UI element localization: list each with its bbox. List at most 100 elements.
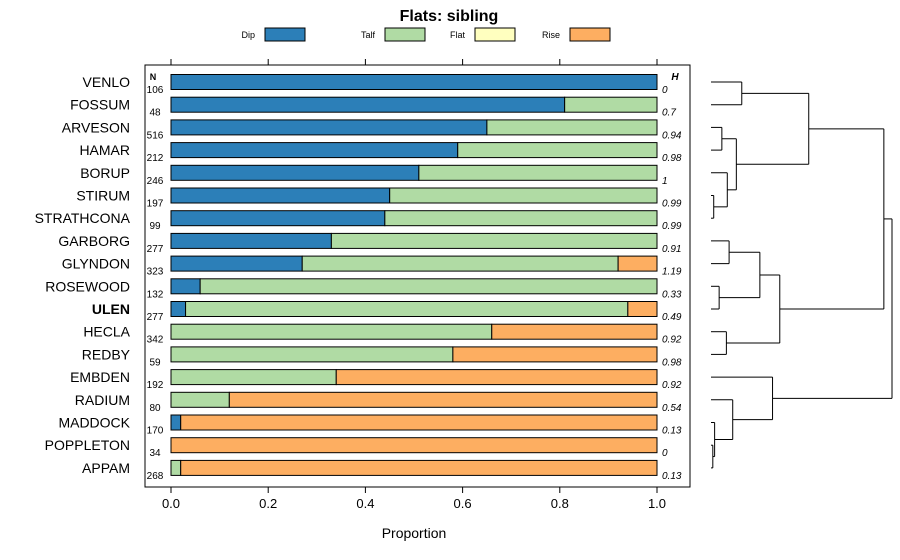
n-labels: 106 48 516 212 246 197 99 277 323 132 277 342 59 192 8… bbox=[147, 85, 164, 482]
bar-maddock-rise bbox=[180, 414, 658, 431]
row-label-hecla: HECLA bbox=[83, 324, 130, 340]
x-tick-label: 0.0 bbox=[162, 496, 180, 511]
bar-rosewood-dip bbox=[170, 278, 201, 295]
legend-swatch-talf bbox=[384, 27, 426, 42]
n-value-appam: 268 bbox=[147, 471, 164, 482]
row-label-appam: APPAM bbox=[82, 460, 130, 476]
row-label-strathcona: STRATHCONA bbox=[35, 210, 131, 226]
h-value-embden: 0.92 bbox=[662, 380, 682, 391]
n-value-redby: 59 bbox=[149, 357, 161, 368]
n-value-glyndon: 323 bbox=[147, 267, 164, 278]
bar-rosewood-talf bbox=[199, 278, 658, 295]
legend-label-rise: Rise bbox=[542, 30, 560, 40]
h-value-glyndon: 1.19 bbox=[662, 267, 682, 278]
n-value-borup: 246 bbox=[147, 176, 164, 187]
n-column-header: N bbox=[150, 72, 157, 82]
bar-poppleton-rise bbox=[170, 437, 658, 454]
n-value-arveson: 516 bbox=[147, 130, 164, 141]
bar-ulen-rise bbox=[627, 301, 658, 317]
h-labels: 0 0.7 0.94 0.98 1 0.99 0.99 0.91 1.19 0.33 0.49 0.9… bbox=[662, 85, 682, 482]
n-value-hamar: 212 bbox=[147, 153, 164, 164]
row-label-stirum: STIRUM bbox=[76, 188, 130, 204]
x-axis-label: Proportion bbox=[382, 525, 447, 541]
row-label-glyndon: GLYNDON bbox=[62, 256, 130, 272]
x-tick-label: 0.4 bbox=[356, 496, 374, 511]
n-value-rosewood: 132 bbox=[147, 289, 164, 300]
n-value-maddock: 170 bbox=[147, 426, 164, 437]
bar-hamar-talf bbox=[457, 142, 658, 159]
bar-stirum-dip bbox=[170, 187, 391, 204]
bar-hecla-talf bbox=[170, 323, 493, 340]
h-value-fossum: 0.7 bbox=[662, 108, 676, 119]
bar-strathcona-talf bbox=[384, 210, 658, 227]
row-label-venlo: VENLO bbox=[83, 74, 131, 90]
n-value-ulen: 277 bbox=[147, 312, 164, 323]
plot-panel bbox=[144, 64, 691, 488]
n-value-poppleton: 34 bbox=[149, 448, 161, 459]
row-label-fossum: FOSSUM bbox=[70, 97, 130, 113]
legend-swatch-dip bbox=[264, 27, 306, 42]
h-value-ulen: 0.49 bbox=[662, 312, 682, 323]
row-label-borup: BORUP bbox=[80, 165, 130, 181]
row-label-poppleton: POPPLETON bbox=[45, 437, 130, 453]
x-axis: 0.0 0.2 0.4 0.6 0.8 1.0 bbox=[162, 59, 666, 511]
n-value-embden: 192 bbox=[147, 380, 164, 391]
x-tick-label: 0.2 bbox=[259, 496, 277, 511]
bar-strathcona-dip bbox=[170, 210, 386, 227]
n-value-hecla: 342 bbox=[147, 335, 164, 346]
chart-title: Flats: sibling bbox=[400, 8, 499, 25]
bar-ulen-dip bbox=[170, 301, 187, 317]
bar-garborg-dip bbox=[170, 232, 332, 249]
n-value-venlo: 106 bbox=[147, 85, 164, 96]
row-label-hamar: HAMAR bbox=[79, 142, 130, 158]
bar-radium-talf bbox=[170, 391, 230, 408]
bar-redby-rise bbox=[452, 346, 658, 363]
bar-fossum-talf bbox=[564, 96, 658, 113]
h-value-garborg: 0.91 bbox=[662, 244, 681, 255]
bar-venlo-dip bbox=[170, 74, 658, 90]
h-value-maddock: 0.13 bbox=[662, 426, 682, 437]
row-label-embden: EMBDEN bbox=[70, 369, 130, 385]
x-tick-label: 0.8 bbox=[551, 496, 569, 511]
legend-label-talf: Talf bbox=[361, 30, 376, 40]
h-value-arveson: 0.94 bbox=[662, 130, 682, 141]
h-value-radium: 0.54 bbox=[662, 403, 682, 414]
bar-arveson-dip bbox=[170, 119, 488, 136]
legend-swatch-flat bbox=[474, 27, 516, 42]
bar-glyndon-rise bbox=[617, 255, 658, 272]
h-value-poppleton: 0 bbox=[662, 448, 668, 459]
bar-embden-talf bbox=[170, 369, 337, 386]
row-label-rosewood: ROSEWOOD bbox=[45, 278, 130, 294]
bar-stirum-talf bbox=[389, 187, 658, 204]
h-value-redby: 0.98 bbox=[662, 357, 682, 368]
n-value-garborg: 277 bbox=[147, 244, 164, 255]
row-labels: VENLO FOSSUM ARVESON HAMAR BORUP STIRUM STRATH… bbox=[35, 74, 131, 476]
legend: Dip Talf Flat Rise bbox=[241, 27, 611, 42]
bar-hecla-rise bbox=[491, 323, 658, 340]
h-value-stirum: 0.99 bbox=[662, 199, 682, 210]
bar-borup-talf bbox=[418, 164, 658, 181]
h-value-appam: 0.13 bbox=[662, 471, 682, 482]
n-value-stirum: 197 bbox=[147, 199, 164, 210]
bar-ulen-talf bbox=[185, 301, 629, 317]
h-value-strathcona: 0.99 bbox=[662, 221, 682, 232]
bar-borup-dip bbox=[170, 164, 420, 181]
bar-appam-rise bbox=[180, 459, 658, 476]
x-tick-label: 1.0 bbox=[648, 496, 666, 511]
bar-radium-rise bbox=[228, 391, 658, 408]
dendrogram bbox=[711, 81, 893, 469]
n-value-radium: 80 bbox=[149, 403, 161, 414]
row-label-redby: REDBY bbox=[82, 346, 131, 362]
h-column-header: H bbox=[671, 72, 679, 83]
bar-fossum-dip bbox=[170, 96, 566, 113]
h-value-hamar: 0.98 bbox=[662, 153, 682, 164]
n-value-strathcona: 99 bbox=[149, 221, 161, 232]
h-value-borup: 1 bbox=[662, 176, 668, 187]
bar-appam-talf bbox=[170, 459, 182, 476]
bar-hamar-dip bbox=[170, 142, 459, 159]
bar-glyndon-dip bbox=[170, 255, 303, 272]
row-label-radium: RADIUM bbox=[75, 392, 130, 408]
bars bbox=[170, 74, 658, 476]
row-label-garborg: GARBORG bbox=[58, 233, 130, 249]
